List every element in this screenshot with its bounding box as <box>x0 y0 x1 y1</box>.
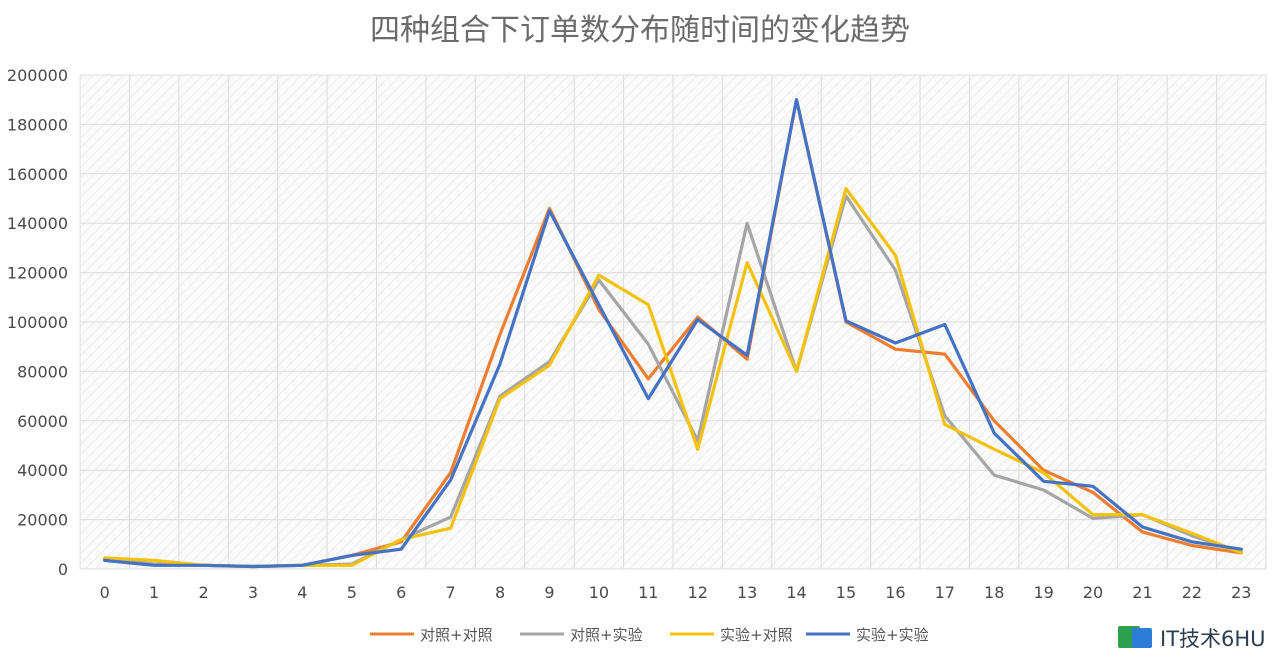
x-tick-label: 0 <box>100 583 110 602</box>
x-tick-label: 18 <box>984 583 1004 602</box>
x-tick-label: 8 <box>495 583 505 602</box>
chart-title: 四种组合下订单数分布随时间的变化趋势 <box>370 13 910 48</box>
x-tick-label: 14 <box>786 583 806 602</box>
x-tick-label: 21 <box>1132 583 1152 602</box>
y-tick-label: 0 <box>58 560 68 579</box>
series-lines <box>103 98 1243 569</box>
x-tick-label: 15 <box>836 583 856 602</box>
x-tick-label: 5 <box>347 583 357 602</box>
x-axis-tick-labels: 0 1 2 3 4 5 6 7 8 9 10 11 12 13 14 15 16 17 18 19 20 21 22 23 <box>100 583 1252 602</box>
legend-label-3: 实验+对照 <box>720 626 793 644</box>
x-tick-label: 23 <box>1231 583 1251 602</box>
watermark: IT技术6HU <box>1118 626 1266 651</box>
x-tick-label: 6 <box>396 583 406 602</box>
legend-label-2: 对照+实验 <box>570 626 643 644</box>
y-tick-label: 40000 <box>17 461 68 480</box>
gridlines <box>79 74 1267 570</box>
x-tick-label: 10 <box>589 583 609 602</box>
y-tick-label: 180000 <box>7 115 68 134</box>
x-tick-label: 1 <box>149 583 159 602</box>
x-tick-label: 3 <box>248 583 258 602</box>
x-tick-label: 20 <box>1083 583 1103 602</box>
y-tick-label: 100000 <box>7 313 68 332</box>
y-tick-label: 200000 <box>7 66 68 85</box>
legend: 对照+对照 对照+实验 实验+对照 实验+实验 <box>370 626 929 644</box>
watermark-logo-icon-right <box>1132 628 1152 648</box>
y-axis-tick-labels: 0 20000 40000 60000 80000 100000 120000 140000 1… <box>7 66 68 579</box>
x-tick-label: 4 <box>297 583 307 602</box>
x-tick-label: 11 <box>638 583 658 602</box>
y-tick-label: 80000 <box>17 362 68 381</box>
x-tick-label: 22 <box>1182 583 1202 602</box>
y-tick-label: 20000 <box>17 511 68 530</box>
y-tick-label: 60000 <box>17 412 68 431</box>
watermark-text: IT技术6HU <box>1160 627 1266 651</box>
series-line-4 <box>103 98 1243 569</box>
x-tick-label: 19 <box>1033 583 1053 602</box>
y-tick-label: 140000 <box>7 214 68 233</box>
x-tick-label: 13 <box>737 583 757 602</box>
x-tick-label: 12 <box>688 583 708 602</box>
y-tick-label: 160000 <box>7 165 68 184</box>
y-tick-label: 120000 <box>7 264 68 283</box>
legend-label-4: 实验+实验 <box>856 626 929 644</box>
legend-label-1: 对照+对照 <box>420 626 493 644</box>
x-tick-label: 17 <box>935 583 955 602</box>
x-tick-label: 7 <box>446 583 456 602</box>
x-tick-label: 9 <box>544 583 554 602</box>
x-tick-label: 16 <box>885 583 905 602</box>
x-tick-label: 2 <box>198 583 208 602</box>
